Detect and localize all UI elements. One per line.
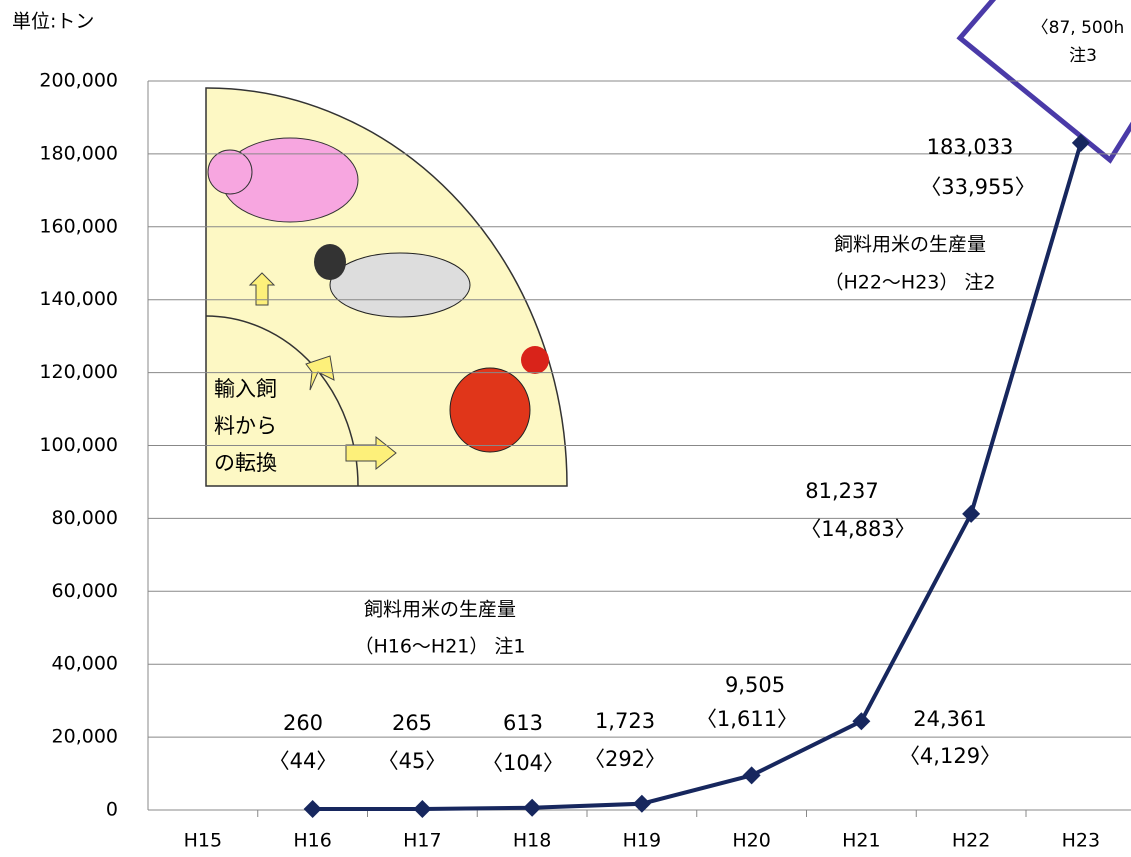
line: [312, 142, 1083, 812]
area-label: 〈104〉: [482, 751, 564, 775]
x-tick-label: H23: [1062, 830, 1100, 852]
value-label: 1,723: [595, 709, 655, 733]
unit-label: 単位:トン: [12, 11, 94, 33]
note3-area: 〈87, 500h: [1032, 18, 1125, 38]
x-tick-label: H22: [952, 830, 990, 852]
area-label: 〈4,129〉: [899, 744, 1001, 768]
value-label: 183,033: [927, 135, 1014, 159]
value-label: 265: [392, 711, 432, 735]
area-label: 〈33,955〉: [920, 175, 1035, 199]
x-tick-label: H21: [842, 830, 880, 852]
value-label: 613: [503, 711, 543, 735]
value-label: 81,237: [805, 479, 878, 503]
point: [742, 766, 761, 785]
y-tick-label: 0: [106, 799, 118, 821]
note2-range: （H22〜H23） 注2: [824, 272, 995, 294]
x-tick-label: H17: [403, 830, 441, 852]
y-tick-label: 60,000: [52, 580, 118, 602]
illustration-line: の転換: [214, 451, 277, 475]
illustration-line: 輸入飼: [214, 377, 277, 401]
y-tick-label: 20,000: [52, 726, 118, 748]
point: [1071, 133, 1090, 152]
x-tick-label: H16: [293, 830, 331, 852]
point: [962, 504, 981, 523]
y-tick-label: 180,000: [39, 142, 118, 164]
value-label: 260: [283, 711, 323, 735]
y-tick-label: 40,000: [52, 653, 118, 675]
point: [523, 798, 542, 817]
illustration-label: 輸入飼料からの転換: [214, 377, 277, 475]
point: [413, 800, 432, 819]
area-label: 〈14,883〉: [800, 517, 915, 541]
note3-ref: 注3: [1069, 46, 1097, 66]
value-label: 24,361: [913, 707, 986, 731]
note1-range: （H16〜H21） 注1: [354, 636, 525, 658]
y-tick-label: 140,000: [39, 288, 118, 310]
x-tick-label: H15: [184, 830, 222, 852]
x-tick-label: H18: [513, 830, 551, 852]
value-label: 9,505: [725, 673, 785, 697]
point: [632, 794, 651, 813]
y-tick-label: 80,000: [52, 507, 118, 529]
area-label: 〈44〉: [269, 749, 338, 773]
illustration-line: 料から: [214, 414, 277, 438]
area-label: 〈292〉: [584, 747, 666, 771]
x-tick-label: H20: [732, 830, 770, 852]
y-tick-label: 160,000: [39, 215, 118, 237]
y-tick-label: 120,000: [39, 361, 118, 383]
note1-title: 飼料用米の生産量: [364, 599, 516, 621]
point: [303, 800, 322, 819]
x-tick-label: H19: [623, 830, 661, 852]
area-label: 〈1,611〉: [696, 707, 798, 731]
y-tick-label: 200,000: [39, 70, 118, 92]
note2-title: 飼料用米の生産量: [834, 234, 986, 256]
y-tick-label: 100,000: [39, 434, 118, 456]
point: [852, 712, 871, 731]
area-label: 〈45〉: [378, 749, 447, 773]
